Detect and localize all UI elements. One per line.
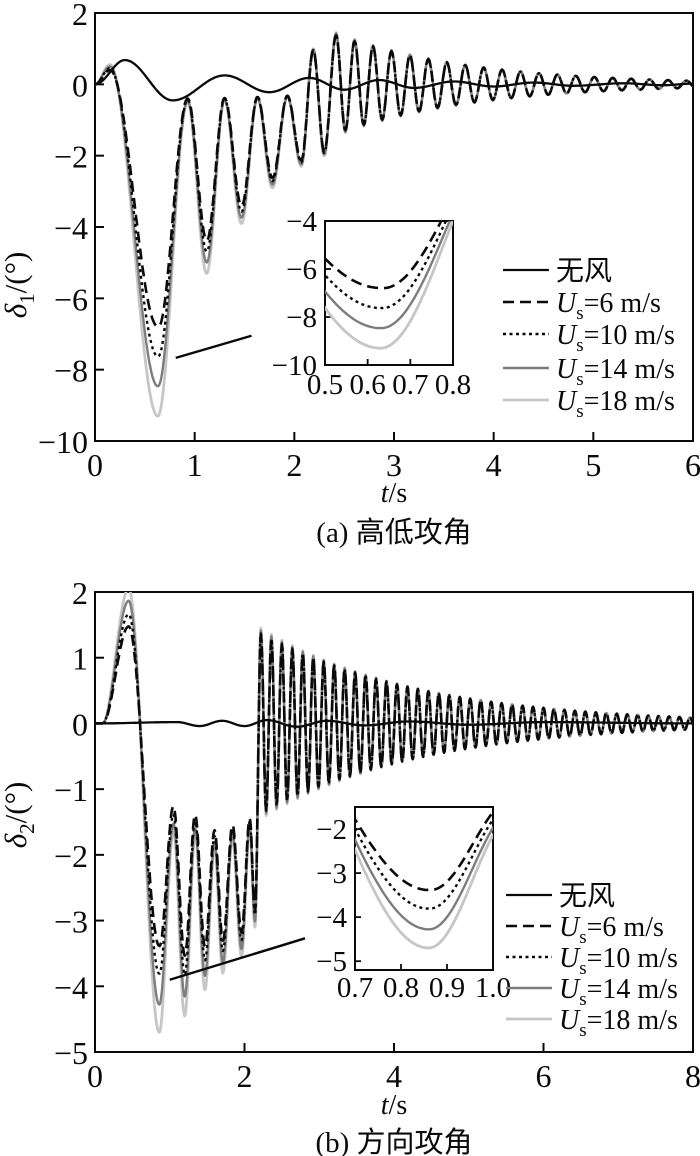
ylabel-a: δ1/(°) [0,252,39,319]
legend-label-us-6: Us=6 m/s [559,912,664,948]
y-tick-label-b: −4 [54,969,88,1005]
curve-us-6-main-b [95,625,693,957]
xlabel-a-unit: /s [388,478,408,509]
inset-y-tick-label-a: −6 [286,254,317,286]
curve-us-14-inset-b [355,825,493,931]
inset-y-tick-label-a: −8 [286,302,317,334]
inset-b [355,809,493,950]
curve-us-6-inset-a [325,221,443,290]
inset-y-tick-label-b: −3 [316,858,347,890]
curve-us-10-main-a [95,33,693,358]
inset-a [314,117,466,350]
x-tick-label-b: 8 [685,1058,700,1094]
x-tick-label-a: 1 [187,447,203,483]
legend-label-no-wind: 无风 [559,881,615,912]
inset-y-tick-label-b: −2 [316,814,347,846]
inset-x-tick-label-b: 1.0 [475,972,511,1004]
x-tick-label-b: 0 [87,1058,103,1094]
inset-y-tick-label-a: −4 [286,206,317,238]
y-tick-label-a: 2 [72,0,88,32]
y-tick-label-a: −2 [54,139,88,175]
x-tick-label-b: 2 [237,1058,253,1094]
legend-label-us-6: Us=6 m/s [556,288,661,324]
curve-no-wind-inset-a [314,117,466,136]
ylabel-b: δ2/(°) [0,782,39,849]
y-tick-label-a: 0 [72,67,88,103]
curve-us-10-inset-a [325,221,448,310]
curve-us-18-inset-a [325,221,453,350]
x-tick-label-b: 4 [386,1058,402,1094]
inset-y-tick-label-b: −4 [316,902,347,934]
y-tick-label-a: −6 [54,281,88,317]
curve-no-wind-main-a [95,58,693,102]
y-tick-label-b: −2 [54,838,88,874]
main-a [95,31,693,418]
x-tick-label-a: 4 [486,447,502,483]
x-tick-label-a: 6 [685,447,700,483]
inset-pointer-line-a [175,334,252,360]
y-tick-label-a: −10 [38,424,88,460]
legend-label-us-10: Us=10 m/s [559,943,678,979]
inset-x-tick-label-b: 0.9 [429,972,465,1004]
legend-label-us-18: Us=18 m/s [556,386,675,422]
inset-x-tick-label-a: 0.7 [392,369,428,401]
inset-b: 0.7 0.8 0.9 1.0 −2 −3 −4 −5 [316,806,511,1004]
xlabel-a: t/s [95,478,693,510]
curve-us-6-inset-b [355,809,493,892]
y-tick-label-b: −1 [54,772,88,808]
main-b [95,592,693,1034]
axes-b: 0 2 4 6 8 2 1 0 −1 −2 −3 −4 −5 [54,575,700,1094]
y-tick-label-b: −5 [54,1035,88,1071]
curve-no-wind-main-b [95,718,693,728]
inset-x-tick-label-a: 0.6 [350,369,386,401]
legend-label-no-wind: 无风 [556,256,612,287]
inset-x-tick-label-b: 0.7 [337,972,373,1004]
inset-a: 0.5 0.6 0.7 0.8 −4 −6 −8 −10 [272,117,471,401]
curve-us-14-inset-a [325,221,452,330]
xlabel-b-unit: /s [388,1090,408,1121]
caption-a: (a) 高低攻角 [316,517,472,549]
x-tick-label-a: 2 [286,447,302,483]
xlabel-b-var: t [380,1090,389,1121]
legend-label-us-14: Us=14 m/s [559,974,678,1010]
xlabel-a-var: t [380,478,389,509]
y-tick-label-a: −8 [54,353,88,389]
caption-b: (b) 方向攻角 [315,1127,473,1156]
inset-x-tick-label-a: 0.8 [435,369,471,401]
inset-x-tick-label-a: 0.5 [307,369,343,401]
curve-us-18-inset-b [355,832,493,950]
x-tick-label-a: 0 [87,447,103,483]
y-tick-label-a: −4 [54,210,88,246]
y-tick-label-b: 0 [72,706,88,742]
inset-x-tick-label-b: 0.8 [383,972,419,1004]
chart-a-elevation-angle: 0 1 2 3 4 5 6 2 0 −2 −4 −6 −8 −10 δ1/(°) 0.5 0.6 0.7 0.8 −4… [0,0,700,483]
inset-y-tick-label-a: −10 [272,350,317,382]
inset-pointer-line-b [169,937,306,981]
legend-label-us-10: Us=10 m/s [556,320,675,356]
x-tick-label-b: 6 [536,1058,552,1094]
y-tick-label-b: 2 [72,575,88,611]
legend-label-us-14: Us=14 m/s [556,354,675,390]
x-tick-label-a: 5 [585,447,601,483]
chart-b-direction-angle: 0 2 4 6 8 2 1 0 −1 −2 −3 −4 −5 δ2/(°) 0.7 0.8 0.9 1.0 −2 −3… [0,575,700,1094]
y-tick-label-b: 1 [72,641,88,677]
xlabel-b: t/s [95,1090,693,1122]
legend-label-us-18: Us=18 m/s [559,1005,678,1041]
curve-us-6-main-a [95,34,693,328]
inset-y-tick-label-b: −5 [316,946,347,978]
y-tick-label-b: −3 [54,904,88,940]
x-tick-label-a: 3 [386,447,402,483]
